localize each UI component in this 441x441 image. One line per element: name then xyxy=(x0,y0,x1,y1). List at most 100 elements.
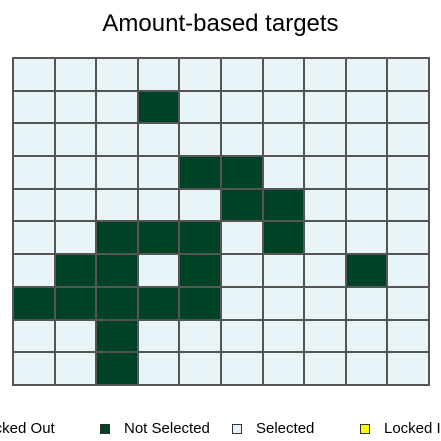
grid-cell-not-selected xyxy=(54,286,97,320)
grid-cell-selected xyxy=(304,156,346,189)
grid-cell-not-selected xyxy=(179,254,221,287)
grid-cell-selected xyxy=(345,123,388,157)
grid-cell-selected xyxy=(345,156,388,189)
grid-cell-selected xyxy=(13,188,55,222)
grid-cell-selected xyxy=(220,254,263,287)
grid-cell-selected xyxy=(96,123,138,157)
grid-cell-not-selected xyxy=(220,156,263,189)
grid-cell-selected xyxy=(220,352,263,385)
grid-cell-selected xyxy=(179,90,221,124)
grid-cell-selected xyxy=(304,352,346,385)
planning-unit-grid xyxy=(12,57,430,386)
grid-cell-selected xyxy=(179,58,221,91)
legend-item-locked-out: Locked Out xyxy=(0,420,55,437)
grid-cell-selected xyxy=(387,188,429,222)
legend-label-selected: Selected xyxy=(256,420,315,437)
grid-cell-selected xyxy=(262,156,305,189)
grid-cell-selected xyxy=(220,286,263,320)
legend-swatch-selected xyxy=(232,423,242,434)
grid-cell-selected xyxy=(345,188,388,222)
grid-cell-not-selected xyxy=(137,286,180,320)
grid-cell-selected xyxy=(345,352,388,385)
grid-cell-selected xyxy=(304,58,346,91)
grid-cell-selected xyxy=(304,221,346,255)
grid-cell-selected xyxy=(13,58,55,91)
grid-cell-selected xyxy=(220,221,263,255)
legend: Locked Out Not Selected Selected Locked … xyxy=(0,418,441,441)
grid-cell-selected xyxy=(304,319,346,353)
grid-cell-selected xyxy=(262,319,305,353)
grid-cells xyxy=(12,57,430,386)
grid-cell-selected xyxy=(304,188,346,222)
grid-cell-selected xyxy=(304,90,346,124)
grid-cell-selected xyxy=(13,123,55,157)
grid-cell-not-selected xyxy=(96,254,138,287)
grid-cell-selected xyxy=(54,90,97,124)
grid-cell-selected xyxy=(13,319,55,353)
grid-cell-not-selected xyxy=(137,221,180,255)
grid-cell-selected xyxy=(387,221,429,255)
grid-cell-selected xyxy=(220,58,263,91)
grid-cell-not-selected xyxy=(220,188,263,222)
legend-label-locked-in: Locked In xyxy=(384,420,441,437)
grid-cell-selected xyxy=(387,58,429,91)
grid-cell-selected xyxy=(54,221,97,255)
grid-cell-selected xyxy=(54,156,97,189)
grid-cell-selected xyxy=(137,188,180,222)
grid-cell-selected xyxy=(13,156,55,189)
grid-cell-not-selected xyxy=(13,286,55,320)
grid-cell-not-selected xyxy=(179,221,221,255)
grid-cell-selected xyxy=(13,254,55,287)
grid-cell-not-selected xyxy=(179,286,221,320)
grid-cell-selected xyxy=(387,123,429,157)
grid-cell-selected xyxy=(262,352,305,385)
grid-cell-selected xyxy=(387,254,429,287)
grid-cell-selected xyxy=(345,286,388,320)
grid-cell-selected xyxy=(137,58,180,91)
grid-cell-selected xyxy=(387,319,429,353)
grid-cell-selected xyxy=(54,58,97,91)
grid-cell-not-selected xyxy=(345,254,388,287)
grid-cell-selected xyxy=(262,254,305,287)
grid-cell-selected xyxy=(387,156,429,189)
grid-cell-selected xyxy=(54,123,97,157)
grid-cell-selected xyxy=(345,90,388,124)
grid-cell-not-selected xyxy=(54,254,97,287)
legend-label-locked-out: Locked Out xyxy=(0,420,55,437)
grid-cell-not-selected xyxy=(262,188,305,222)
grid-cell-selected xyxy=(54,319,97,353)
grid-cell-selected xyxy=(220,319,263,353)
grid-cell-selected xyxy=(345,319,388,353)
grid-cell-selected xyxy=(304,286,346,320)
grid-cell-selected xyxy=(179,123,221,157)
grid-cell-not-selected xyxy=(96,286,138,320)
grid-cell-selected xyxy=(137,156,180,189)
grid-cell-selected xyxy=(220,123,263,157)
grid-cell-selected xyxy=(54,352,97,385)
grid-cell-selected xyxy=(345,221,388,255)
grid-cell-selected xyxy=(96,188,138,222)
grid-cell-not-selected xyxy=(179,156,221,189)
grid-cell-selected xyxy=(137,123,180,157)
grid-cell-selected xyxy=(262,123,305,157)
grid-cell-selected xyxy=(13,221,55,255)
grid-cell-not-selected xyxy=(96,352,138,385)
grid-cell-not-selected xyxy=(96,319,138,353)
grid-cell-selected xyxy=(345,58,388,91)
grid-cell-selected xyxy=(137,254,180,287)
grid-cell-selected xyxy=(262,90,305,124)
grid-cell-not-selected xyxy=(137,90,180,124)
legend-swatch-locked-in xyxy=(360,423,370,434)
grid-cell-selected xyxy=(13,352,55,385)
plot-title: Amount-based targets xyxy=(102,10,339,37)
grid-cell-not-selected xyxy=(262,221,305,255)
grid-cell-not-selected xyxy=(96,221,138,255)
grid-cell-selected xyxy=(13,90,55,124)
grid-cell-selected xyxy=(54,188,97,222)
legend-item-selected: Selected xyxy=(232,420,314,437)
grid-cell-selected xyxy=(262,58,305,91)
legend-item-locked-in: Locked In xyxy=(360,420,441,437)
grid-cell-selected xyxy=(179,319,221,353)
grid-cell-selected xyxy=(137,319,180,353)
grid-cell-selected xyxy=(137,352,180,385)
